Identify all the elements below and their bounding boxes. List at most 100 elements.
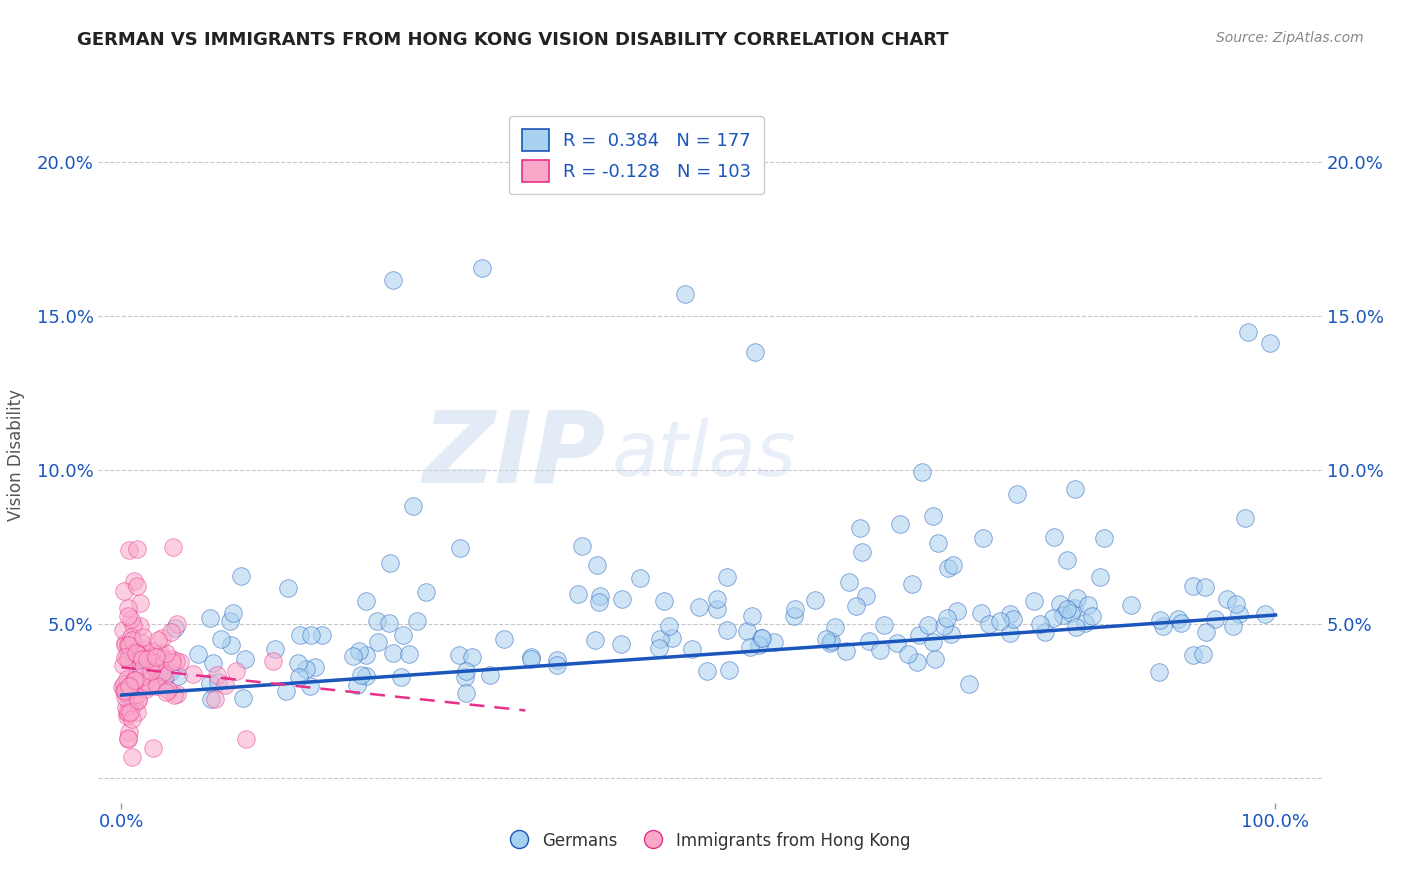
Point	[117, 638, 139, 652]
Point	[146, 674, 169, 689]
Point	[1237, 326, 1260, 340]
Point	[1022, 593, 1045, 607]
Point	[818, 636, 841, 650]
Point	[398, 648, 420, 662]
Point	[585, 558, 607, 572]
Point	[1225, 597, 1247, 611]
Point	[869, 642, 891, 657]
Point	[381, 646, 404, 660]
Point	[783, 608, 806, 623]
Point	[1182, 648, 1205, 662]
Text: Source: ZipAtlas.com: Source: ZipAtlas.com	[1216, 31, 1364, 45]
Text: GERMAN VS IMMIGRANTS FROM HONG KONG VISION DISABILITY CORRELATION CHART: GERMAN VS IMMIGRANTS FROM HONG KONG VISI…	[77, 31, 949, 49]
Point	[908, 628, 931, 642]
Point	[299, 627, 322, 641]
Point	[546, 658, 568, 673]
Point	[139, 665, 162, 679]
Point	[277, 581, 299, 595]
Point	[288, 670, 311, 684]
Point	[114, 649, 136, 664]
Point	[921, 508, 943, 523]
Point	[838, 575, 860, 590]
Point	[209, 632, 232, 646]
Point	[849, 520, 872, 534]
Point	[120, 630, 142, 644]
Point	[311, 627, 333, 641]
Point	[134, 642, 156, 657]
Point	[117, 639, 139, 653]
Point	[389, 670, 412, 684]
Point	[121, 676, 143, 690]
Point	[117, 679, 139, 693]
Point	[1253, 607, 1275, 622]
Point	[146, 679, 169, 693]
Point	[162, 688, 184, 702]
Point	[117, 652, 139, 666]
Point	[648, 641, 671, 656]
Point	[262, 654, 284, 668]
Point	[114, 699, 136, 714]
Point	[402, 500, 425, 514]
Point	[117, 609, 139, 624]
Point	[696, 664, 718, 678]
Point	[824, 620, 846, 634]
Point	[449, 541, 471, 555]
Point	[143, 674, 166, 689]
Point	[152, 665, 174, 680]
Point	[129, 660, 152, 674]
Point	[927, 536, 949, 550]
Point	[1234, 510, 1257, 524]
Point	[141, 644, 163, 658]
Point	[276, 683, 298, 698]
Point	[588, 595, 610, 609]
Point	[998, 626, 1021, 640]
Point	[114, 684, 136, 698]
Point	[454, 665, 477, 679]
Point	[406, 614, 429, 628]
Point	[115, 672, 138, 686]
Point	[378, 616, 401, 631]
Point	[183, 667, 205, 681]
Point	[815, 632, 838, 647]
Point	[783, 602, 806, 616]
Point	[1090, 570, 1112, 584]
Point	[298, 679, 321, 693]
Point	[120, 611, 142, 625]
Point	[648, 632, 671, 646]
Point	[851, 544, 873, 558]
Point	[131, 636, 153, 650]
Point	[120, 680, 142, 694]
Point	[681, 642, 703, 657]
Point	[471, 260, 494, 275]
Point	[970, 606, 993, 620]
Point	[125, 648, 148, 662]
Point	[1077, 598, 1099, 612]
Point	[232, 690, 254, 705]
Point	[1182, 579, 1205, 593]
Point	[1152, 619, 1174, 633]
Point	[917, 617, 939, 632]
Point	[1060, 606, 1083, 620]
Point	[114, 690, 136, 704]
Point	[264, 641, 287, 656]
Point	[117, 731, 139, 746]
Point	[145, 648, 167, 662]
Point	[356, 669, 378, 683]
Point	[222, 606, 245, 620]
Point	[957, 677, 980, 691]
Point	[1035, 625, 1057, 640]
Point	[589, 589, 612, 603]
Point	[169, 655, 191, 669]
Point	[658, 619, 681, 633]
Point	[122, 646, 145, 660]
Point	[1119, 598, 1142, 612]
Point	[1049, 597, 1071, 611]
Point	[494, 632, 516, 647]
Point	[112, 583, 135, 598]
Point	[127, 693, 149, 707]
Point	[911, 465, 934, 479]
Point	[165, 654, 187, 668]
Point	[167, 669, 190, 683]
Point	[354, 594, 377, 608]
Point	[295, 663, 318, 677]
